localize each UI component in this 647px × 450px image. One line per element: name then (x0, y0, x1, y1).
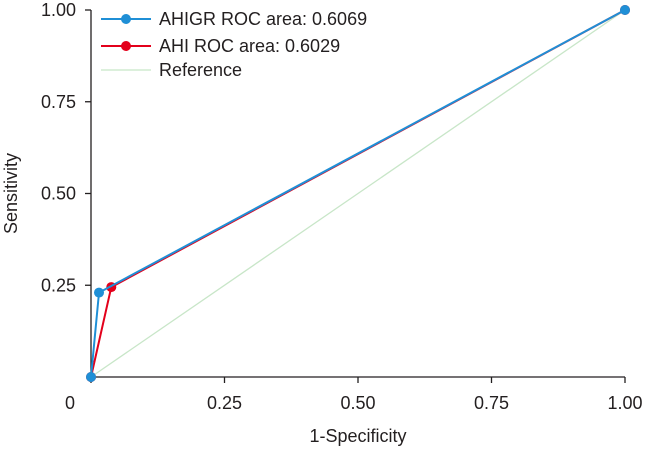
series-2 (90, 9, 626, 378)
series-point (620, 5, 630, 15)
legend-item: AHI ROC area: 0.6029 (101, 36, 340, 56)
y-axis-title: Sensitivity (1, 153, 21, 234)
y-tick-label: 1.00 (41, 0, 76, 20)
y-tick-label: 0.50 (41, 184, 76, 204)
series-layer (86, 5, 630, 382)
series-0 (86, 5, 630, 382)
series-point (86, 372, 96, 382)
legend-item: AHIGR ROC area: 0.6069 (101, 9, 367, 29)
legend-label: AHIGR ROC area: 0.6069 (159, 9, 367, 29)
series-point (94, 287, 105, 298)
x-tick-label: 0.50 (340, 393, 375, 413)
x-tick-label: 0 (65, 393, 75, 413)
legend-label: Reference (159, 60, 242, 80)
y-ticks: 0.25 0.50 0.75 1.00 (41, 0, 91, 295)
x-tick-label: 1.00 (607, 393, 642, 413)
series-line (90, 9, 626, 378)
x-ticks: 0 0.25 0.50 0.75 1.00 (65, 377, 643, 413)
x-tick-label: 0.25 (207, 393, 242, 413)
legend-swatch-marker (121, 41, 131, 51)
legend-swatch-marker (121, 14, 131, 24)
y-tick-label: 0.75 (41, 92, 76, 112)
legend-item: Reference (101, 60, 242, 80)
y-tick-label: 0.25 (41, 275, 76, 295)
x-tick-label: 0.75 (474, 393, 509, 413)
x-axis-title: 1-Specificity (309, 426, 406, 446)
legend: AHIGR ROC area: 0.6069 AHI ROC area: 0.60… (101, 9, 367, 80)
legend-label: AHI ROC area: 0.6029 (159, 36, 340, 56)
